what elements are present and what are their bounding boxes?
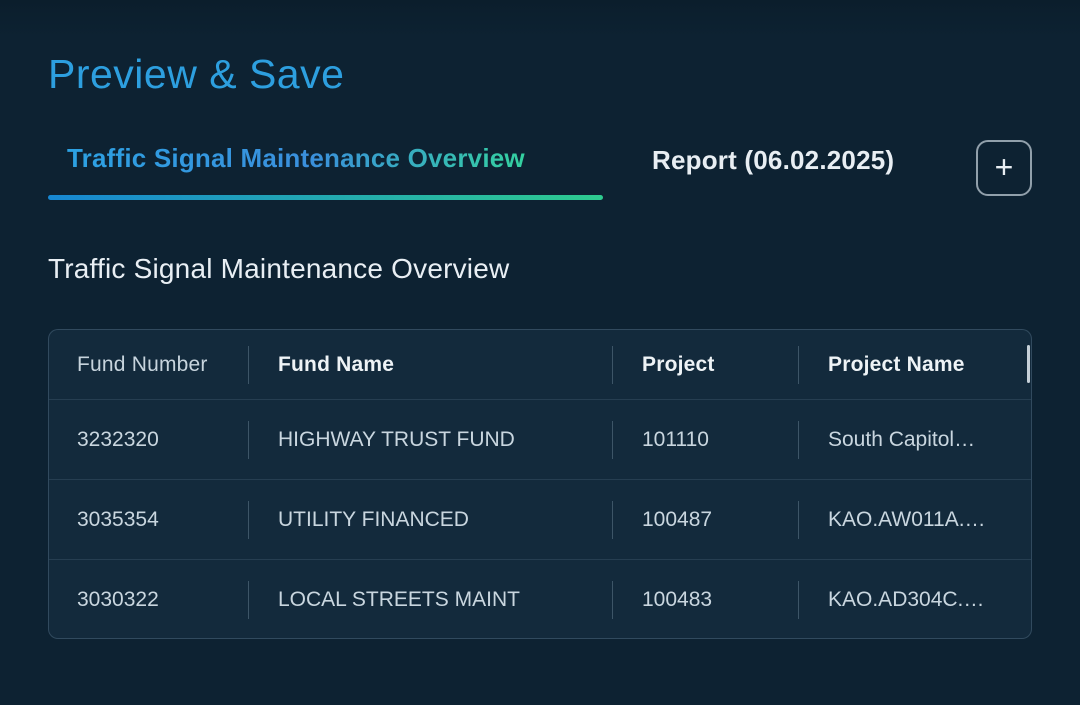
active-tab-label: Traffic Signal Maintenance Overview bbox=[48, 143, 525, 174]
cell-fund-number: 3232320 bbox=[77, 427, 159, 451]
column-header-fund-number[interactable]: Fund Number bbox=[77, 352, 208, 376]
column-header-project-name[interactable]: Project Name bbox=[798, 330, 1031, 399]
tab-traffic-signal-overview[interactable]: Traffic Signal Maintenance Overview bbox=[48, 143, 603, 201]
inactive-tab-label: Report (06.02.2025) bbox=[652, 145, 895, 176]
table-row[interactable]: 3232320 HIGHWAY TRUST FUND 101110 South … bbox=[49, 399, 1031, 479]
scrollbar-thumb[interactable] bbox=[1027, 345, 1030, 384]
active-tab-underline bbox=[48, 195, 603, 201]
tab-bar: Traffic Signal Maintenance Overview Repo… bbox=[48, 140, 1032, 201]
cell-project: 100483 bbox=[612, 560, 798, 638]
cell-fund-number: 3030322 bbox=[77, 587, 159, 611]
cell-fund-number: 3035354 bbox=[77, 507, 159, 531]
column-header-fund-name[interactable]: Fund Name bbox=[248, 330, 612, 399]
cell-fund-name: HIGHWAY TRUST FUND bbox=[248, 400, 612, 479]
cell-project-name: KAO.AW011A.… bbox=[798, 480, 1031, 559]
table-row[interactable]: 3030322 LOCAL STREETS MAINT 100483 KAO.A… bbox=[49, 559, 1031, 638]
add-tab-button[interactable]: + bbox=[976, 140, 1032, 197]
table-row[interactable]: 3035354 UTILITY FINANCED 100487 KAO.AW01… bbox=[49, 479, 1031, 559]
cell-project: 101110 bbox=[612, 400, 798, 479]
cell-project: 100487 bbox=[612, 480, 798, 559]
table-header-row: Fund Number Fund Name Project Project Na… bbox=[49, 330, 1031, 399]
cell-fund-name: LOCAL STREETS MAINT bbox=[248, 560, 612, 638]
plus-icon: + bbox=[994, 149, 1014, 186]
cell-project-name: South Capitol… bbox=[798, 400, 1031, 479]
cell-project-name: KAO.AD304C.… bbox=[798, 560, 1031, 638]
data-table: Fund Number Fund Name Project Project Na… bbox=[48, 329, 1032, 640]
tab-report[interactable]: Report (06.02.2025) bbox=[652, 143, 894, 176]
cell-fund-name: UTILITY FINANCED bbox=[248, 480, 612, 559]
column-header-project[interactable]: Project bbox=[612, 330, 798, 399]
section-title: Traffic Signal Maintenance Overview bbox=[48, 253, 510, 285]
page-title: Preview & Save bbox=[48, 51, 345, 97]
